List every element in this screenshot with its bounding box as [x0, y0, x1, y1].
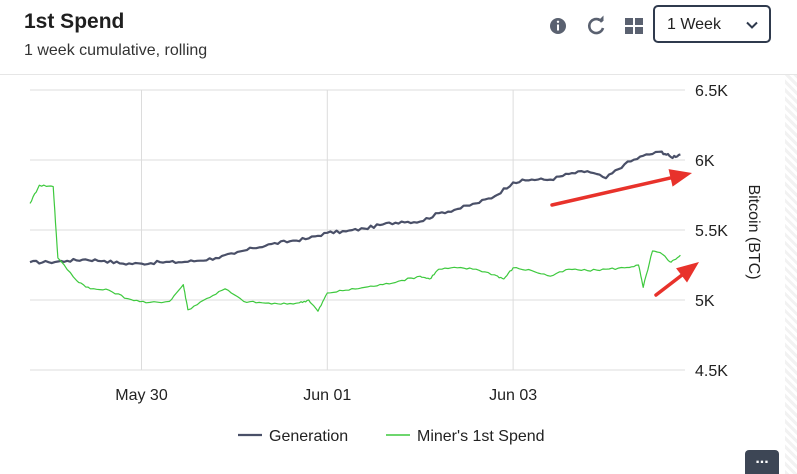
arrow-head: [676, 262, 699, 283]
x-tick-label: Jun 03: [489, 387, 537, 404]
panel-header: 1st Spend 1 week cumulative, rolling 1 W…: [0, 0, 797, 75]
legend-item-generation[interactable]: Generation: [238, 428, 348, 445]
legend-label: Miner's 1st Spend: [417, 428, 545, 445]
line-chart: 6.5K 6K 5.5K 5K 4.5K May 30 Jun 01 Jun 03 Bitco…: [29, 83, 762, 445]
panel-subtitle: 1 week cumulative, rolling: [24, 42, 208, 59]
arrow-shaft: [550, 176, 673, 207]
more-button[interactable]: ...: [745, 450, 779, 474]
x-tick-label: Jun 01: [303, 387, 351, 404]
red-arrow-miners-1st-spend: [654, 262, 699, 297]
chart-legend[interactable]: Generation Miner's 1st Spend: [238, 428, 545, 445]
y-tick-label: 6.5K: [695, 83, 728, 100]
scrollbar-edge: [785, 75, 797, 474]
red-arrow-generation: [550, 169, 692, 207]
range-select[interactable]: 1 Week: [653, 5, 771, 43]
y-tick-label: 5K: [695, 293, 715, 310]
series-line-generation: [29, 150, 681, 266]
axis-ticks: 6.5K 6K 5.5K 5K 4.5K May 30 Jun 01 Jun 03: [115, 83, 728, 404]
arrow-shaft: [654, 273, 684, 297]
legend-item-miners-1st-spend[interactable]: Miner's 1st Spend: [386, 428, 545, 445]
range-select-value: 1 Week: [667, 16, 721, 33]
series-line-miners-1st-spend: [29, 184, 681, 312]
info-icon[interactable]: [546, 14, 570, 38]
y-axis-label: Bitcoin (BTC): [745, 184, 762, 279]
chevron-down-icon: [746, 21, 758, 29]
y-tick-label: 6K: [695, 153, 715, 170]
chart-series: [29, 150, 681, 312]
y-tick-label: 4.5K: [695, 363, 728, 380]
annotations: [550, 169, 699, 297]
refresh-icon[interactable]: [584, 14, 608, 38]
y-tick-label: 5.5K: [695, 223, 728, 240]
arrow-head: [668, 169, 692, 187]
x-tick-label: May 30: [115, 387, 168, 404]
panel-title: 1st Spend: [24, 10, 125, 33]
legend-label: Generation: [269, 428, 348, 445]
grid-icon[interactable]: [622, 14, 646, 38]
